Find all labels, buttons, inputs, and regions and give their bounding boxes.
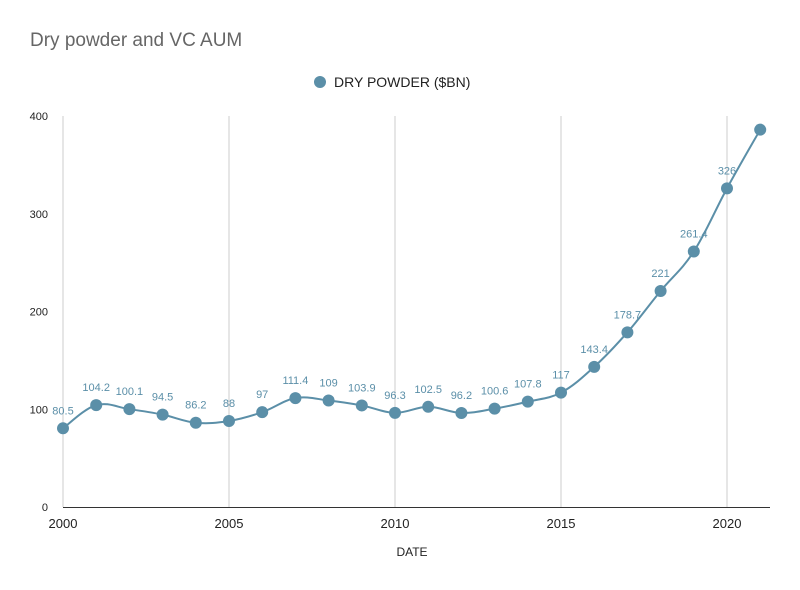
legend-marker [314,76,326,88]
data-point-2006 [256,406,269,419]
grid-lines [62,116,728,507]
data-label-2003: 94.5 [152,392,173,404]
y-tick-label-200: 200 [30,307,48,319]
data-point-2015 [555,386,567,399]
data-label-2000: 80.5 [52,405,73,417]
data-point-2009 [355,399,368,412]
data-label-2009: 103.9 [348,382,376,394]
legend: DRY POWDER ($BN) [314,74,470,90]
data-points [57,123,767,435]
x-tick-label-2000: 2000 [49,516,78,531]
data-point-2003 [156,408,169,421]
data-label-2017: 178.7 [614,309,642,321]
data-point-2018 [654,284,667,297]
data-point-2020 [721,182,733,195]
data-point-2010 [389,406,401,419]
data-label-2010: 96.3 [384,390,405,402]
data-label-2016: 143.4 [580,344,608,356]
data-label-2008: 109 [319,377,337,389]
y-tick-label-100: 100 [30,404,48,416]
data-point-2014 [521,395,534,408]
data-point-2016 [588,360,601,373]
legend-label: DRY POWDER ($BN) [334,74,470,90]
data-label-2018: 221 [651,268,669,280]
x-tick-label-2020: 2020 [713,516,742,531]
data-label-2014: 107.8 [514,379,542,391]
x-tick-label-2015: 2015 [547,516,576,531]
chart-title: Dry powder and VC AUM [30,30,243,51]
series-line [62,129,762,430]
data-point-2019 [687,245,700,258]
data-point-2017 [621,326,634,339]
data-label-2004: 86.2 [185,400,206,412]
data-label-2007: 111.4 [282,375,308,387]
data-label-2012: 96.2 [451,390,472,402]
data-point-2002 [123,403,136,416]
y-tick-label-0: 0 [42,502,48,514]
x-axis-label: DATE [396,545,427,559]
data-label-2002: 100.1 [116,386,144,398]
data-label-2019: 261.4 [680,228,708,240]
data-label-2013: 100.6 [481,386,509,398]
data-label-2011: 102.5 [414,384,442,396]
data-label-2001: 104.2 [82,382,110,394]
data-label-2015: 117 [552,370,570,382]
data-point-2001 [90,399,103,412]
data-point-2011 [422,400,435,413]
axes: 2000 2005 2010 2015 2020 0 100 200 300 400 [30,111,770,531]
y-tick-label-400: 400 [30,111,48,123]
data-point-2008 [322,394,335,407]
data-point-2012 [455,406,468,419]
data-label-2006: 97 [256,389,268,401]
data-label-2005: 88 [223,398,235,410]
x-tick-label-2005: 2005 [215,516,244,531]
data-point-2007 [289,392,302,405]
data-point-2005 [223,414,235,427]
y-tick-label-300: 300 [30,209,48,221]
data-point-2000 [57,422,69,435]
data-label-2020: 326 [718,165,736,177]
data-point-2004 [189,416,202,429]
data-point-2013 [488,402,501,415]
x-tick-label-2010: 2010 [381,516,410,531]
data-labels: 80.5 104.2 100.1 94.5 86.2 88 97 111.4 109 103.9 9… [52,165,736,417]
data-point-2021 [754,123,767,136]
